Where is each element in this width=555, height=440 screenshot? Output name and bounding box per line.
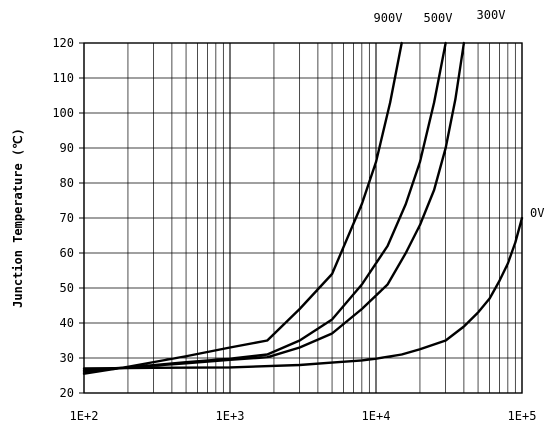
- series-labels: 900V 500V 300V 0V: [374, 8, 545, 220]
- x-tick-label: 1E+2: [70, 409, 99, 423]
- y-tick-label: 110: [52, 71, 74, 85]
- y-tick-label: 50: [60, 281, 74, 295]
- series-label-300v: 300V: [477, 8, 506, 22]
- y-tick-label: 40: [60, 316, 74, 330]
- x-tick-labels: 1E+2 1E+3 1E+4 1E+5: [70, 409, 537, 423]
- x-tick-label: 1E+4: [362, 409, 391, 423]
- series-label-0v: 0V: [530, 206, 544, 220]
- series-label-900v: 900V: [374, 11, 403, 25]
- y-axis-label: Junction Temperature (℃): [11, 128, 25, 308]
- y-tick-label: 60: [60, 246, 74, 260]
- y-tick-label: 30: [60, 351, 74, 365]
- x-tick-label: 1E+3: [216, 409, 245, 423]
- y-tick-label: 90: [60, 141, 74, 155]
- y-tick-label: 120: [52, 36, 74, 50]
- y-tick-label: 70: [60, 211, 74, 225]
- y-tick-label: 20: [60, 386, 74, 400]
- y-tick-label: 100: [52, 106, 74, 120]
- y-tick-label: 80: [60, 176, 74, 190]
- y-tick-labels: 20 30 40 50 60 70 80 90 100 110 120: [52, 36, 84, 400]
- x-tick-label: 1E+5: [508, 409, 537, 423]
- series-line-300v: [82, 41, 466, 372]
- series-lines: [82, 41, 524, 375]
- series-line-900v: [82, 41, 403, 375]
- series-label-500v: 500V: [424, 11, 453, 25]
- series-line-0v: [82, 216, 524, 370]
